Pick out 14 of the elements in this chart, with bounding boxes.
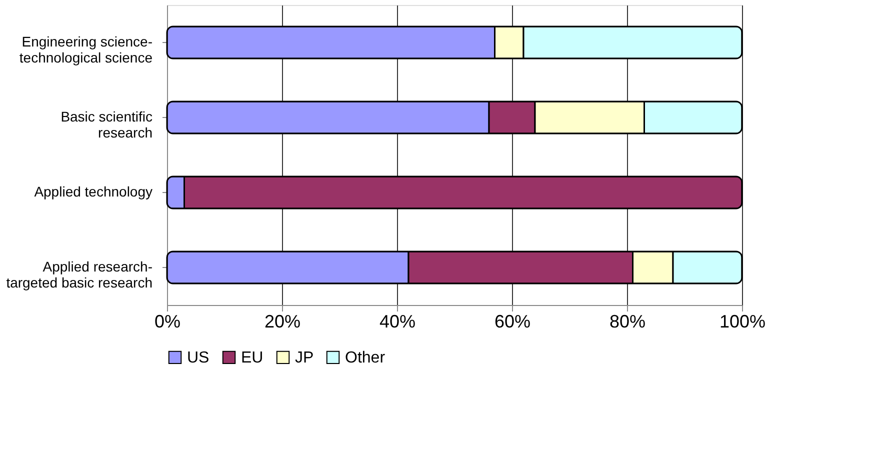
legend-label: JP [295,349,314,366]
x-tick-label: 0% [154,312,181,332]
y-tick-label: Basic scientific research [60,108,152,140]
legend-label: US [187,349,210,366]
legend-label: Other [345,349,386,366]
x-tick-label: 60% [494,312,531,332]
x-tick-label: 20% [264,312,301,332]
x-tick-label: 100% [719,312,766,332]
y-tick-label: Engineering science- technological science [19,34,153,66]
y-tick-label: Applied research- targeted basic research [6,258,153,290]
legend-label: EU [241,349,264,366]
x-tick-label: 80% [609,312,646,332]
x-tick-label: 40% [379,312,416,332]
y-tick-label: Applied technology [34,184,152,200]
